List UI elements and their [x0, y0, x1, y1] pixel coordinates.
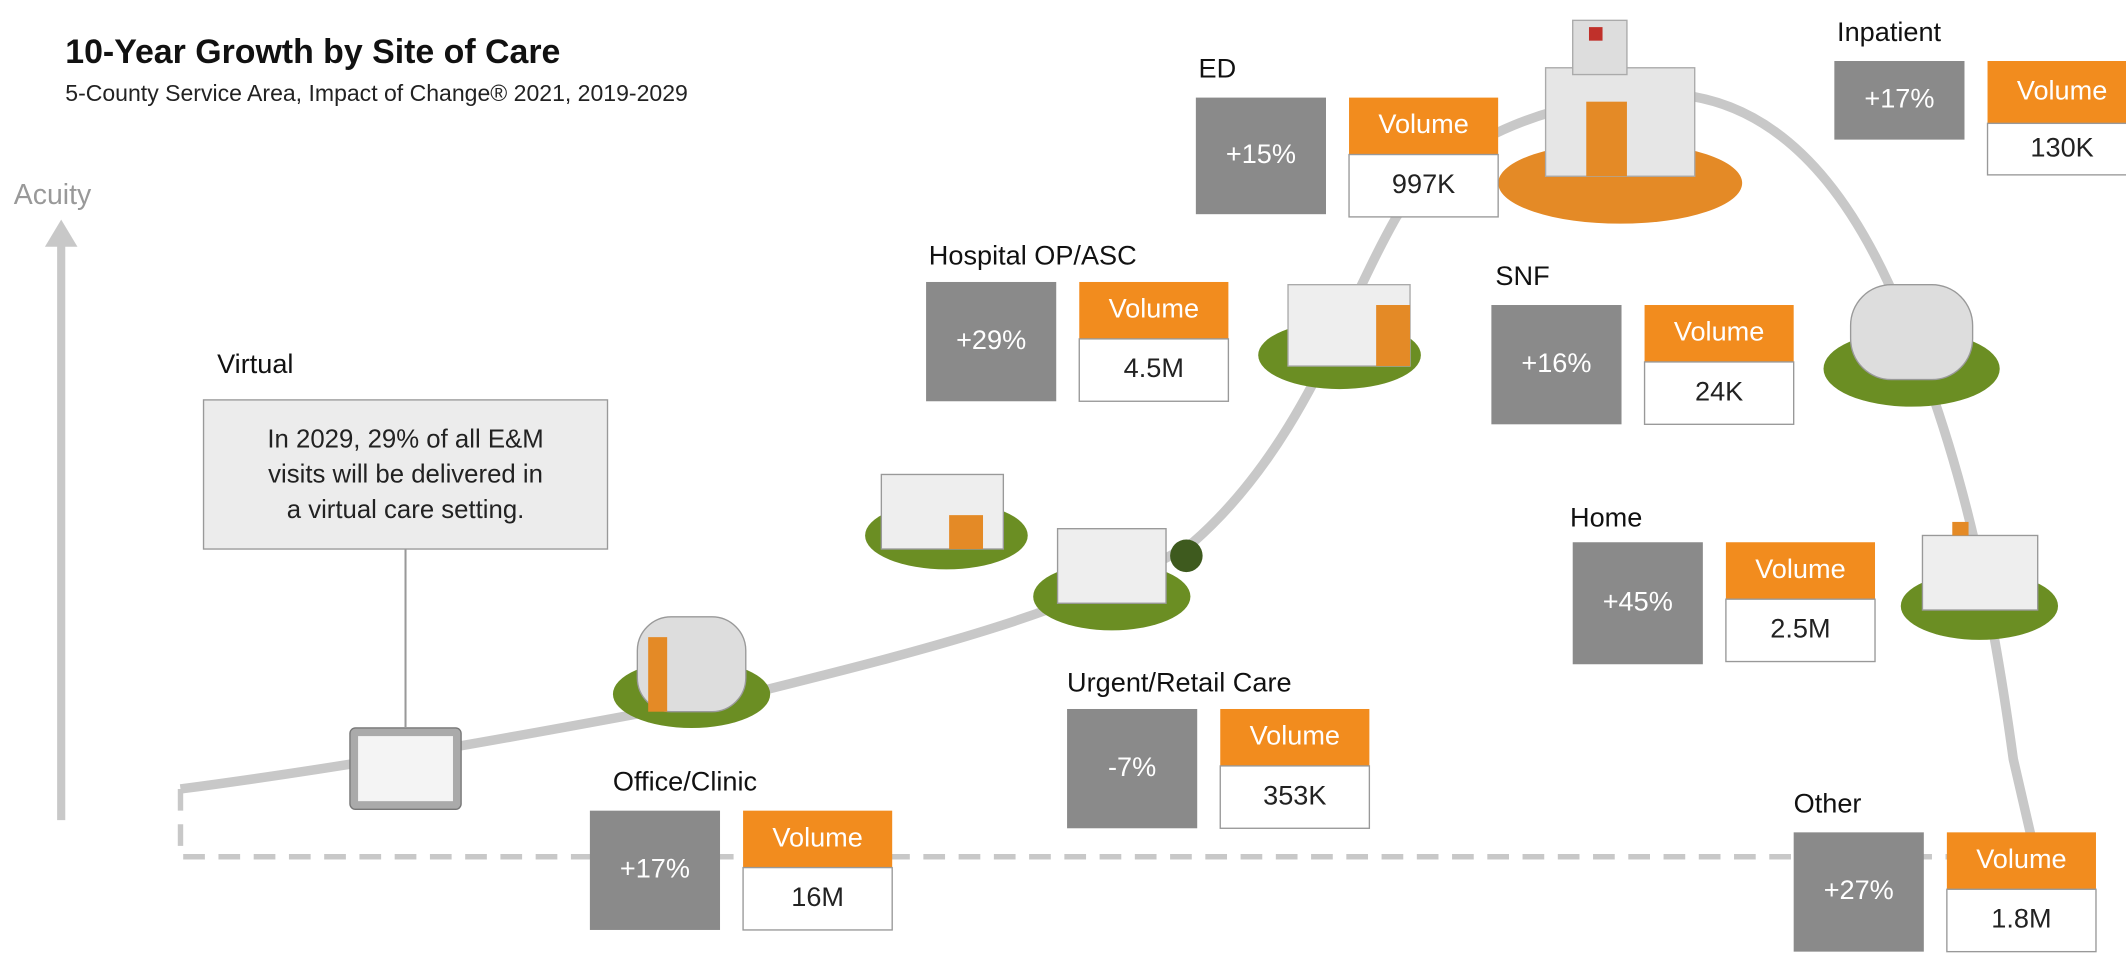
subtitle: 5-County Service Area, Impact of Change®… [65, 80, 688, 106]
volume-label: Volume [2017, 74, 2107, 105]
volume-header [1349, 97, 1499, 155]
site-name: Urgent/Retail Care [1067, 667, 1292, 698]
volume-value: 130K [2030, 131, 2093, 162]
change-value: +17% [620, 852, 690, 883]
site-name: Other [1794, 787, 1862, 818]
change-box [589, 810, 721, 930]
buildings [349, 19, 2059, 810]
axis-label: Acuity [14, 179, 92, 211]
site-name: Office/Clinic [613, 766, 757, 797]
volume-header [1725, 542, 1876, 600]
change-value: +16% [1521, 347, 1591, 378]
volume-box [1643, 361, 1795, 425]
site-name: Inpatient [1837, 16, 1941, 47]
change-box [1491, 305, 1622, 425]
volume-label: Volume [1250, 720, 1340, 751]
change-box [1793, 832, 1924, 952]
change-value: +29% [956, 324, 1026, 355]
volume-value: 1.8M [1991, 903, 2051, 934]
virtual-note-line: visits will be delivered in [268, 461, 543, 489]
change-box [1572, 542, 1703, 665]
site-name: SNF [1495, 260, 1549, 291]
virtual-note-line: a virtual care setting. [287, 496, 525, 524]
volume-box [1348, 153, 1499, 218]
volume-label: Volume [1378, 108, 1468, 139]
change-value: +17% [1864, 82, 1934, 113]
volume-box [1219, 765, 1371, 829]
change-box [926, 281, 1057, 402]
change-box [1834, 61, 1965, 140]
volume-value: 997K [1392, 168, 1455, 199]
volume-header [1987, 61, 2126, 124]
volume-box [1986, 122, 2126, 176]
change-box [1067, 708, 1198, 829]
volume-value: 24K [1695, 375, 1743, 406]
dashed-baseline [177, 788, 1953, 860]
change-value: +27% [1824, 874, 1894, 905]
volume-value: 4.5M [1124, 352, 1184, 383]
volume-box [742, 866, 893, 931]
volume-header [1079, 281, 1229, 339]
virtual-note-box [202, 399, 609, 550]
volume-header [1220, 708, 1370, 766]
title: 10-Year Growth by Site of Care [65, 33, 560, 71]
site-name: Home [1570, 501, 1642, 532]
volume-header [743, 810, 893, 868]
volume-box [1078, 338, 1230, 402]
volume-label: Volume [772, 821, 862, 852]
volume-header [1644, 305, 1794, 362]
volume-header [1946, 832, 2096, 890]
change-value: +15% [1226, 138, 1296, 169]
site-name: Hospital OP/ASC [929, 240, 1137, 271]
change-value: +45% [1603, 585, 1673, 616]
site-name: ED [1199, 53, 1237, 84]
volume-box [1725, 598, 1876, 663]
virtual-note-line: In 2029, 29% of all E&M [267, 425, 543, 453]
volume-label: Volume [1755, 553, 1845, 584]
volume-value: 353K [1263, 779, 1326, 810]
volume-value: 2.5M [1770, 613, 1830, 644]
virtual-label: Virtual [217, 348, 293, 379]
volume-value: 16M [791, 881, 844, 912]
change-value: -7% [1108, 751, 1156, 782]
axis-arrow-head [44, 219, 78, 247]
change-box [1195, 97, 1326, 215]
volume-box [1946, 888, 2097, 953]
volume-label: Volume [1976, 843, 2066, 874]
volume-label: Volume [1109, 293, 1199, 324]
volume-label: Volume [1674, 316, 1764, 347]
